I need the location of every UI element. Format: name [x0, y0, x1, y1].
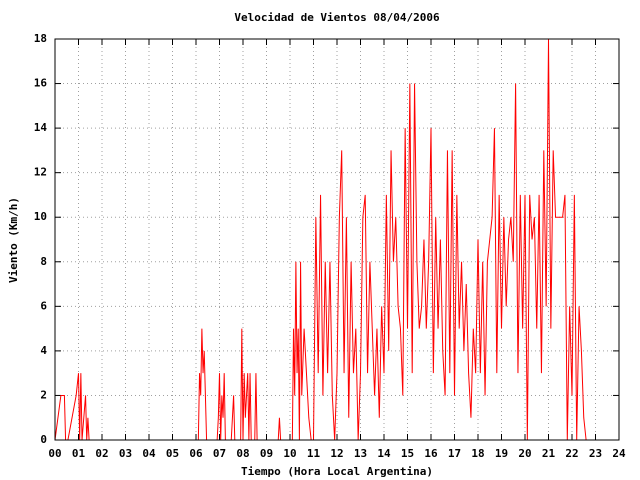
x-tick-label: 07 [213, 447, 226, 460]
y-tick-label: 8 [40, 255, 47, 268]
x-tick-label: 14 [377, 447, 391, 460]
x-tick-label: 22 [565, 447, 578, 460]
x-tick-label: 06 [189, 447, 203, 460]
y-tick-label: 10 [34, 210, 47, 223]
x-tick-label: 05 [166, 447, 179, 460]
x-tick-label: 04 [142, 447, 156, 460]
x-tick-label: 15 [401, 447, 414, 460]
chart-title: Velocidad de Vientos 08/04/2006 [234, 11, 440, 24]
x-tick-label: 13 [354, 447, 367, 460]
x-tick-label: 03 [119, 447, 132, 460]
x-tick-label: 02 [95, 447, 108, 460]
data-line [54, 38, 587, 441]
x-tick-label: 08 [236, 447, 249, 460]
x-tick-label: 19 [495, 447, 508, 460]
x-tick-label: 16 [424, 447, 438, 460]
y-tick-label: 2 [40, 388, 47, 401]
x-tick-label: 24 [612, 447, 626, 460]
y-tick-label: 16 [34, 77, 48, 90]
x-tick-label: 10 [283, 447, 296, 460]
x-tick-label: 09 [260, 447, 273, 460]
y-axis-label: Viento (Km/h) [7, 197, 20, 283]
y-tick-label: 0 [40, 433, 47, 446]
y-tick-label: 12 [34, 166, 47, 179]
x-axis-label: Tiempo (Hora Local Argentina) [241, 465, 433, 478]
x-tick-label: 23 [589, 447, 602, 460]
x-tick-label: 12 [330, 447, 343, 460]
plot-border [54, 38, 620, 441]
x-tick-label: 11 [307, 447, 321, 460]
x-tick-label: 01 [72, 447, 86, 460]
x-tick-label: 20 [518, 447, 531, 460]
x-tick-label: 00 [48, 447, 61, 460]
y-tick-label: 4 [40, 344, 47, 357]
y-tick-label: 14 [34, 121, 48, 134]
y-tick-label: 18 [34, 32, 47, 45]
x-tick-label: 21 [542, 447, 556, 460]
x-tick-label: 18 [471, 447, 484, 460]
x-tick-label: 17 [448, 447, 461, 460]
y-tick-label: 6 [40, 299, 47, 312]
